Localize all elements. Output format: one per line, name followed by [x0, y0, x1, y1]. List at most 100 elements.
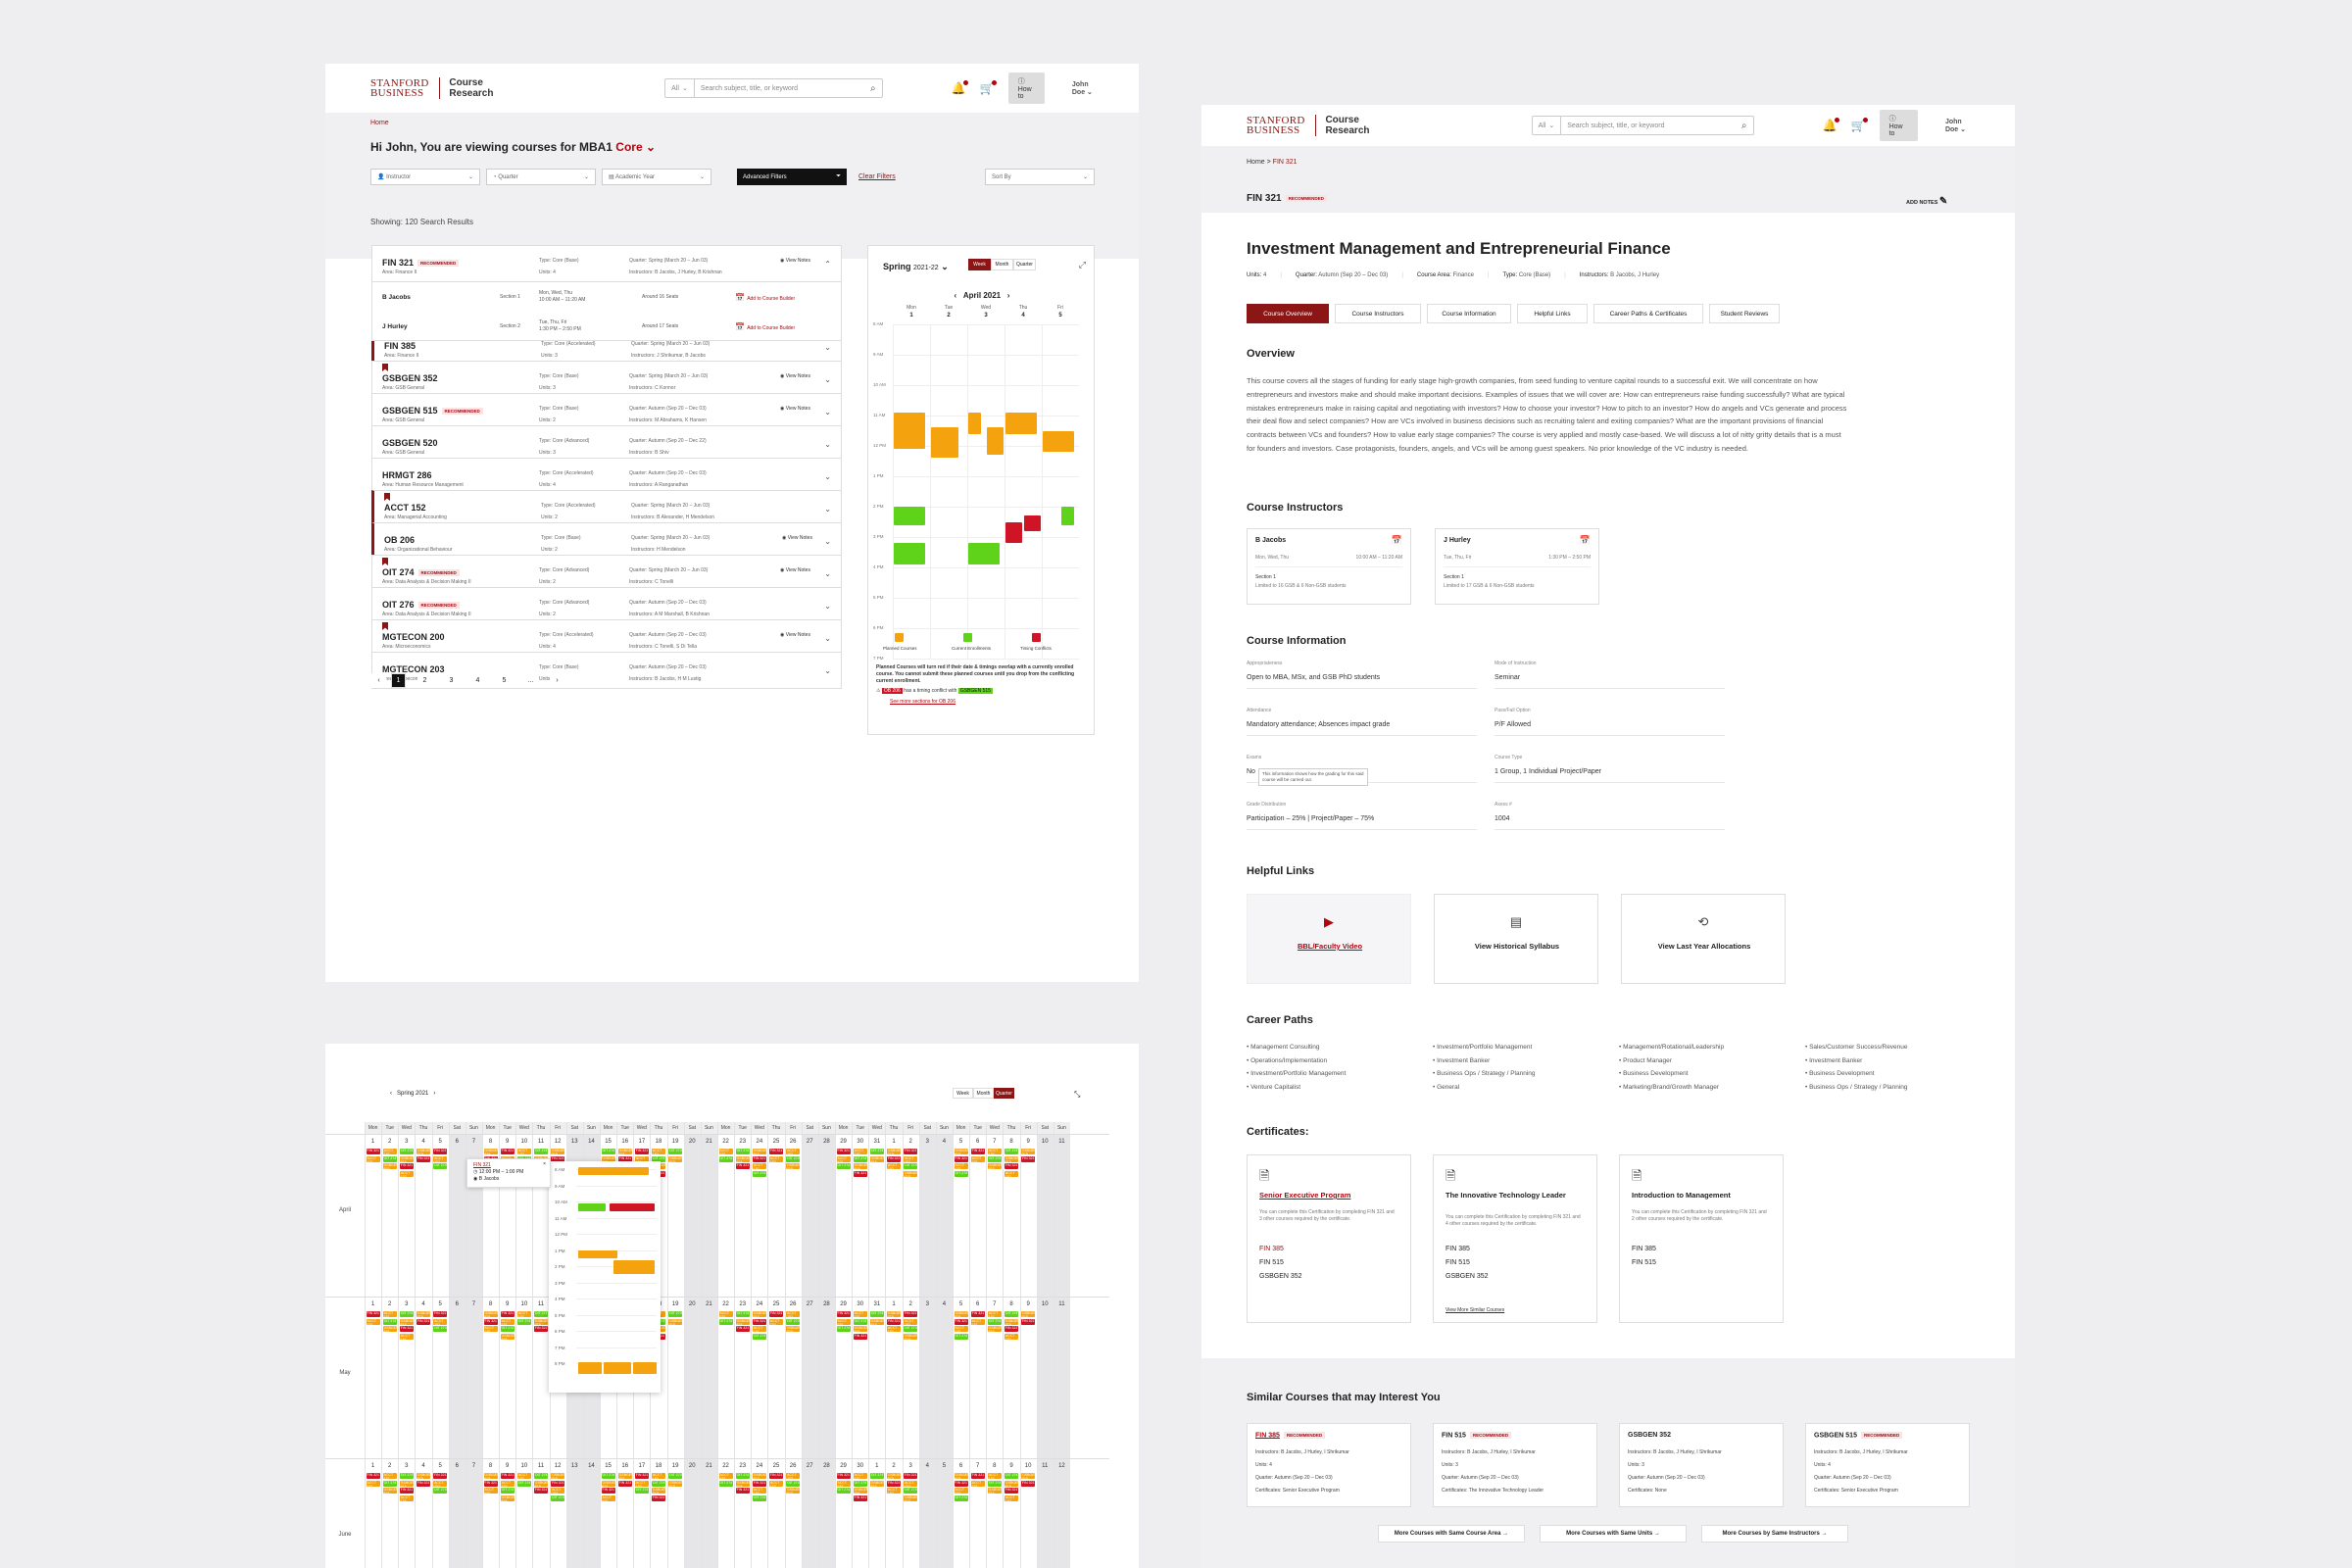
event-chip[interactable]: ACCT 152 [651, 1149, 666, 1154]
helpful-link-card[interactable]: ▤ View Historical Syllabus [1434, 894, 1598, 984]
event-chip[interactable]: ACCT 152 [768, 1155, 784, 1162]
event-chip[interactable]: OIT 274 [904, 1488, 918, 1494]
add-notes-button[interactable]: ADD NOTES ✎ [1906, 196, 1948, 207]
event-chip[interactable]: OIT 274 [382, 1318, 397, 1325]
event-chip[interactable]: ACCT 152 [853, 1149, 867, 1154]
academic-year-filter[interactable]: ▤ Academic Year ⌄ [602, 169, 711, 185]
calendar-icon[interactable]: 📅 [1579, 535, 1591, 545]
search-input[interactable]: Search subject, title, or keyword [700, 84, 799, 92]
event-chip[interactable]: ACCT 152 [954, 1326, 968, 1332]
event-chip[interactable]: ACCT 152 [651, 1473, 666, 1479]
event-chip[interactable]: FIN 321 [500, 1311, 514, 1317]
certificate-card[interactable]: 🗎 The Innovative Technology Leader You can… [1433, 1154, 1597, 1323]
event-chip[interactable]: ACCT 152 [836, 1480, 851, 1487]
course-code[interactable]: OIT 274 RECOMMENDED [382, 567, 460, 577]
next-month-icon[interactable]: › [1006, 291, 1010, 300]
event-chip[interactable]: OIT 274 [836, 1163, 851, 1169]
event-chip[interactable]: OIT 274 [786, 1318, 801, 1325]
event-chip[interactable]: ACCT 152 [366, 1318, 380, 1325]
event-chip[interactable]: OIT 274 [601, 1473, 615, 1479]
event-chip[interactable]: OIT 274 [718, 1155, 733, 1162]
prev-page-icon[interactable]: ‹ [371, 673, 386, 688]
event-chip[interactable]: GSBGEN 515 [668, 1155, 683, 1162]
event-chip[interactable]: GSBGEN 515 [483, 1311, 498, 1317]
course-row[interactable]: GSBGEN 352 Area: GSB General Type: Core (B… [371, 361, 842, 398]
event-chip[interactable]: FIN 321 [836, 1149, 851, 1154]
event-chip[interactable]: GSBGEN 515 [886, 1473, 902, 1479]
chevron-down-icon[interactable]: ⌄ [824, 375, 831, 384]
breadcrumb-home[interactable]: Home [1247, 159, 1265, 166]
event-chip[interactable]: FIN 321 [399, 1488, 414, 1494]
tab-0[interactable]: Course Overview [1247, 304, 1329, 323]
event-chip[interactable]: GSBGEN 515 [668, 1480, 683, 1487]
event-chip[interactable]: OIT 274 [786, 1155, 801, 1162]
calendar-event[interactable] [1061, 507, 1075, 525]
calendar-event[interactable] [1005, 412, 1038, 434]
event-chip[interactable]: FIN 321 [836, 1473, 851, 1479]
search-icon[interactable]: ⌕ [870, 82, 876, 94]
event-chip[interactable]: GSBGEN 515 [1004, 1155, 1019, 1162]
view-month[interactable]: Month [991, 259, 1013, 270]
event-chip[interactable]: ACCT 152 [752, 1488, 766, 1494]
instructor-card[interactable]: J Hurley 📅 Tue, Thu, Fri 1:30 PM – 2:50 PM S… [1435, 528, 1599, 605]
view-notes-button[interactable]: ◉ View Notes [780, 373, 810, 379]
view-month[interactable]: Month [973, 1088, 994, 1099]
quarter-filter[interactable]: ◔ Quarter ⌄ [486, 169, 596, 185]
search-scope-select[interactable]: All ⌄ [665, 79, 695, 97]
course-code[interactable]: FIN 321 RECOMMENDED [382, 258, 460, 268]
chevron-down-icon[interactable]: ⌄ [824, 408, 831, 416]
course-code[interactable]: MGTECON 203 [382, 664, 445, 674]
event-chip[interactable]: GSBGEN 515 [735, 1318, 750, 1325]
event-chip[interactable]: OIT 274 [954, 1333, 968, 1340]
event-chip[interactable]: FIN 321 [416, 1480, 431, 1487]
event-chip[interactable]: ACCT 152 [836, 1155, 851, 1162]
tab-4[interactable]: Career Paths & Certificates [1593, 304, 1703, 323]
similar-code[interactable]: FIN 385 RECOMMENDED [1255, 1432, 1326, 1439]
event-chip[interactable]: OIT 274 [551, 1494, 565, 1501]
view-notes-button[interactable]: ◉ View Notes [780, 567, 810, 573]
event-chip[interactable]: ACCT 152 [853, 1311, 867, 1317]
bookmark-icon[interactable] [382, 558, 388, 565]
event-chip[interactable]: GSBGEN 515 [904, 1333, 918, 1340]
event-chip[interactable]: ACCT 152 [634, 1155, 649, 1162]
event-chip[interactable]: ACCT 152 [786, 1473, 801, 1479]
event-chip[interactable]: FIN 321 [399, 1326, 414, 1332]
event-chip[interactable]: OIT 274 [904, 1163, 918, 1169]
stanford-logo[interactable]: STANFORD BUSINESS [370, 77, 429, 99]
event-chip[interactable]: GSBGEN 515 [954, 1473, 968, 1479]
search-input[interactable]: Search subject, title, or keyword [1567, 122, 1665, 129]
similar-course-card[interactable]: GSBGEN 352 Instructors: B Jacobs, J Hurle… [1619, 1423, 1784, 1507]
event-chip[interactable]: ACCT 152 [786, 1149, 801, 1154]
event-chip[interactable]: OIT 274 [668, 1311, 683, 1317]
event-chip[interactable]: OIT 274 [869, 1311, 884, 1317]
event-chip[interactable]: ACCT 152 [718, 1149, 733, 1154]
certificate-name[interactable]: Senior Executive Program [1259, 1191, 1351, 1200]
page-button[interactable]: 4 [470, 673, 485, 688]
page-button[interactable]: 5 [497, 673, 512, 688]
event-chip[interactable]: GSBGEN 515 [551, 1473, 565, 1479]
popup-event[interactable] [610, 1203, 655, 1211]
event-chip[interactable]: ACCT 152 [433, 1480, 448, 1487]
event-chip[interactable]: ACCT 152 [483, 1488, 498, 1494]
event-chip[interactable]: FIN 321 [735, 1163, 750, 1169]
event-chip[interactable]: OIT 274 [382, 1480, 397, 1487]
event-chip[interactable]: FIN 321 [752, 1318, 766, 1325]
search-scope-select[interactable]: All ⌄ [1533, 117, 1562, 134]
event-chip[interactable]: OIT 274 [651, 1480, 666, 1487]
event-chip[interactable]: OIT 274 [500, 1326, 514, 1332]
similar-course-card[interactable]: FIN 515 RECOMMENDED Instructors: B Jacobs,… [1433, 1423, 1597, 1507]
cart-icon[interactable]: 🛒 [1850, 118, 1868, 132]
event-chip[interactable]: GSBGEN 515 [1004, 1480, 1019, 1487]
event-chip[interactable]: GSBGEN 515 [853, 1163, 867, 1169]
more-courses-button[interactable]: More Courses with Same Units → [1540, 1525, 1687, 1543]
event-chip[interactable]: GSBGEN 515 [853, 1326, 867, 1332]
event-chip[interactable]: ACCT 152 [987, 1149, 1002, 1154]
event-chip[interactable]: OIT 274 [954, 1494, 968, 1501]
event-chip[interactable]: GSBGEN 515 [735, 1155, 750, 1162]
event-chip[interactable]: FIN 321 [768, 1149, 784, 1154]
popup-event[interactable] [578, 1362, 602, 1374]
chevron-down-icon[interactable]: ⌄ [824, 569, 831, 578]
event-chip[interactable]: ACCT 152 [768, 1318, 784, 1325]
event-chip[interactable]: FIN 321 [366, 1473, 380, 1479]
close-icon[interactable]: × [543, 1161, 546, 1167]
